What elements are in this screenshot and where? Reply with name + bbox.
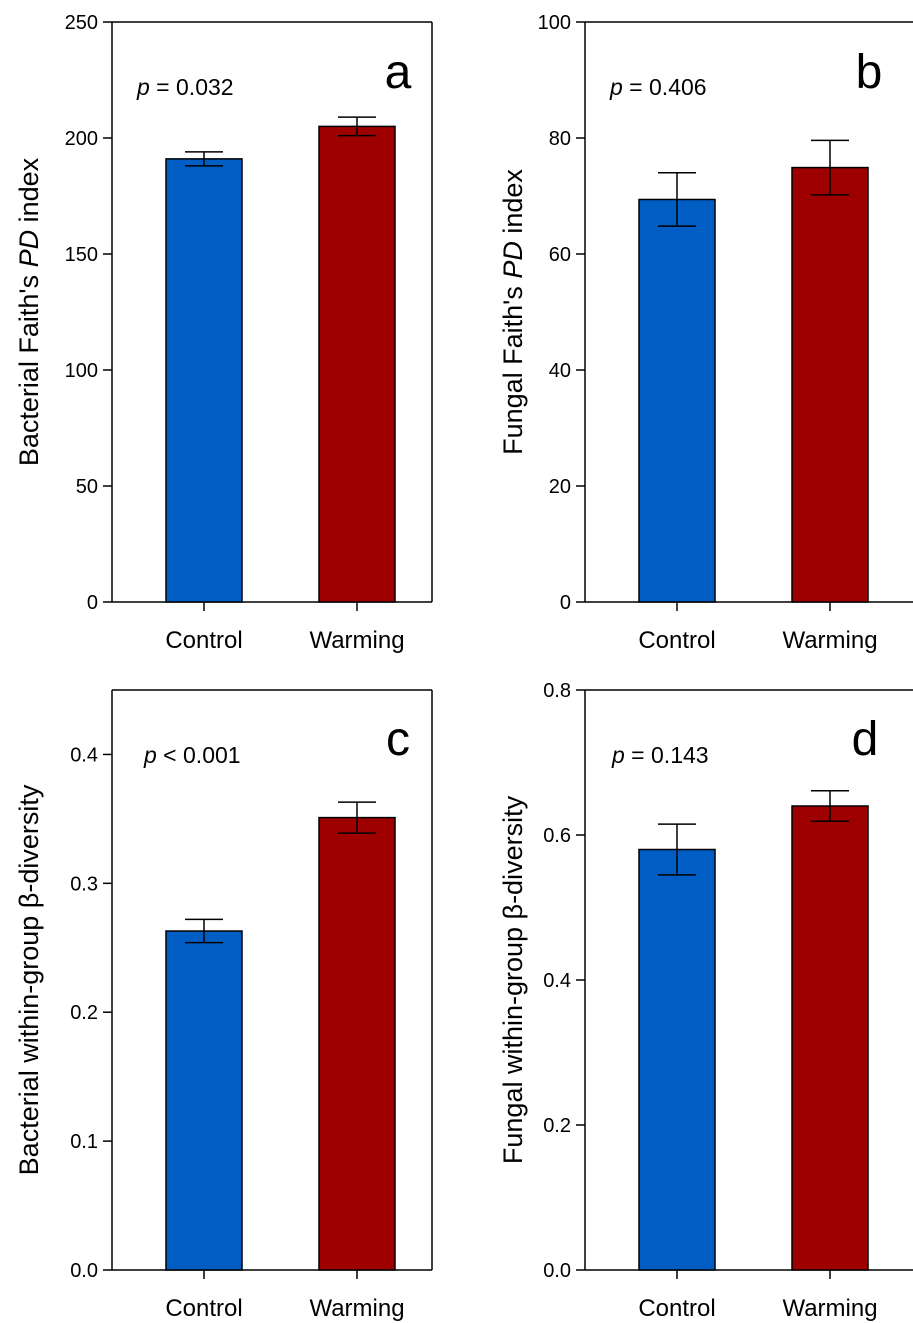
x-tick-label-warming: Warming	[309, 1295, 404, 1322]
y-tick-label: 100	[65, 360, 98, 382]
bar-warming	[791, 166, 869, 603]
p-symbol: p	[136, 74, 150, 100]
chart-panel-b: 0 20 40 60 80 100 Control Warming Fungal Faith's…	[498, 12, 913, 654]
x-tick-label-control: Control	[165, 1295, 242, 1322]
y-tick-label: 60	[549, 244, 571, 266]
x-tick-label-control: Control	[638, 1295, 715, 1322]
bar-warming	[318, 125, 396, 603]
y-axis-title: Bacterial within-group β-diversity	[14, 784, 44, 1175]
x-tick-label-control: Control	[165, 627, 242, 654]
p-symbol: p	[611, 742, 625, 768]
y-tick-label: 150	[65, 244, 98, 266]
y-axis-title-part: index	[14, 157, 44, 230]
y-tick-label: 0.8	[543, 680, 571, 702]
y-axis-title-part: Bacterial within-group β-diversity	[14, 784, 44, 1175]
y-axis-title-part: Fungal within-group β-diversity	[498, 795, 528, 1164]
bar-control	[638, 198, 716, 603]
p-value-text: = 0.406	[623, 74, 707, 100]
p-symbol: p	[609, 74, 623, 100]
y-tick-label: 0	[560, 592, 571, 614]
x-tick-label-control: Control	[638, 627, 715, 654]
chart-panel-c: 0.0 0.1 0.2 0.3 0.4 Control Warming Bacterial w…	[14, 689, 433, 1322]
y-tick-label: 0.4	[70, 744, 98, 766]
x-tick-label-warming: Warming	[309, 627, 404, 654]
y-tick-label: 0	[87, 592, 98, 614]
y-tick-label: 0.0	[543, 1260, 571, 1282]
p-value-annotation: p = 0.143	[611, 742, 709, 768]
y-axis-title-part: Bacterial Faith's	[14, 267, 44, 466]
bar-warming	[318, 816, 396, 1271]
bar-control	[165, 158, 243, 603]
y-tick-label: 0.3	[70, 873, 98, 895]
bar-control	[638, 848, 716, 1271]
y-tick-label: 0.2	[543, 1115, 571, 1137]
y-axis-title: Bacterial Faith's PD index	[14, 157, 44, 466]
p-value-annotation: p = 0.032	[136, 74, 234, 100]
y-tick-label: 50	[76, 476, 98, 498]
y-tick-label: 100	[538, 12, 571, 34]
panel-letter: d	[852, 713, 879, 766]
y-axis-title: Fungal within-group β-diversity	[498, 795, 528, 1164]
panel-letter: a	[385, 46, 412, 99]
y-axis-title: Fungal Faith's PD index	[498, 169, 528, 455]
panel-letter: c	[386, 713, 410, 766]
y-tick-label: 20	[549, 476, 571, 498]
y-axis-title-part: PD	[498, 241, 528, 279]
y-tick-label: 80	[549, 128, 571, 150]
y-axis-title-part: PD	[14, 230, 44, 268]
chart-panel-d: 0.0 0.2 0.4 0.6 0.8 Control Warming Fungal with…	[498, 680, 913, 1322]
panel-letter: b	[856, 46, 883, 99]
y-tick-label: 0.6	[543, 825, 571, 847]
y-tick-label: 0.2	[70, 1002, 98, 1024]
y-tick-label: 40	[549, 360, 571, 382]
y-axis-title-part: index	[498, 169, 528, 242]
bar-control	[165, 930, 243, 1271]
y-axis-title-part: Fungal Faith's	[498, 279, 528, 455]
y-tick-label: 250	[65, 12, 98, 34]
p-value-annotation: p = 0.406	[609, 74, 707, 100]
p-value-text: = 0.032	[150, 74, 234, 100]
x-tick-label-warming: Warming	[782, 1295, 877, 1322]
p-symbol: p	[143, 742, 157, 768]
chart-panel-a: 0 50 100 150 200 250 Control Warming Bacterial F…	[14, 12, 433, 654]
x-tick-label-warming: Warming	[782, 627, 877, 654]
p-value-text: < 0.001	[157, 742, 241, 768]
p-value-annotation: p < 0.001	[143, 742, 241, 768]
y-tick-label: 0.4	[543, 970, 571, 992]
p-value-text: = 0.143	[625, 742, 709, 768]
bar-warming	[791, 805, 869, 1271]
y-tick-label: 200	[65, 128, 98, 150]
y-tick-label: 0.1	[70, 1131, 98, 1153]
y-tick-label: 0.0	[70, 1260, 98, 1282]
